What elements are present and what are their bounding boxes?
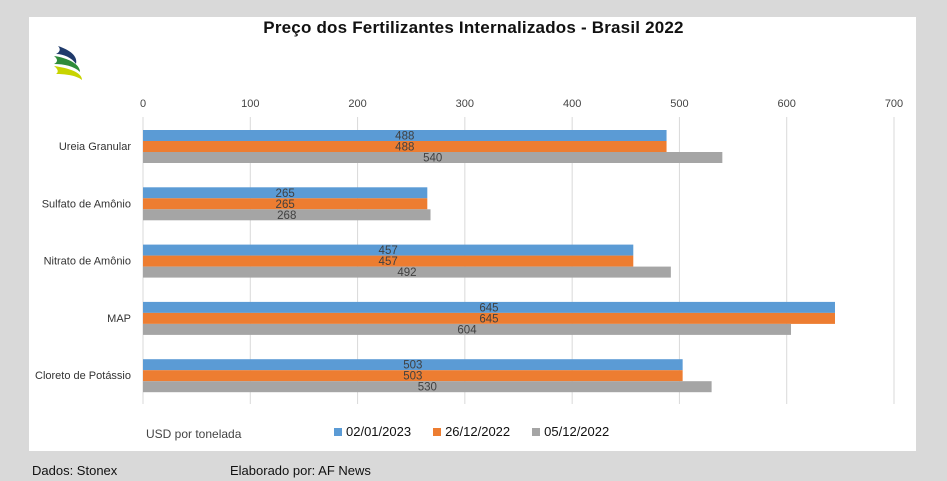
legend-swatch [334,427,342,436]
data-label: 488 [395,131,414,143]
x-tick-label: 0 [140,98,146,110]
legend-item-series-1: 02/01/2023 [334,424,411,439]
data-label: 645 [479,313,498,325]
bar [143,130,667,141]
data-label: 530 [418,382,437,394]
chart-title: Preço dos Fertilizantes Internalizados -… [263,18,684,37]
legend-swatch [532,427,541,436]
x-tick-label: 400 [563,98,581,110]
bar [143,359,683,371]
data-label: 503 [403,371,422,383]
x-tick-label: 500 [670,98,688,110]
bar [143,266,671,278]
legend-label: 26/12/2022 [445,424,511,439]
data-label: 265 [276,199,295,211]
legend-item-series-3: 05/12/2022 [532,424,609,439]
legend-label: 05/12/2022 [544,424,610,439]
bar [143,312,835,324]
bar [143,187,428,199]
x-tick-label: 300 [456,98,474,110]
data-label: 488 [395,142,414,154]
bar [143,141,667,152]
legend: 02/01/2023 26/12/2022 05/12/2022 [334,424,609,439]
x-tick-label: 700 [885,98,903,110]
legend-label: 02/01/2023 [346,424,412,439]
x-tick-label: 100 [241,98,259,110]
data-label: 503 [403,360,422,372]
bar [143,152,723,163]
data-label: 604 [457,324,477,336]
data-label: 645 [479,302,498,314]
data-label: 492 [397,267,416,279]
category-label: Sulfato de Amônio [42,198,131,210]
bar [143,198,428,210]
bar [143,255,634,267]
legend-item-series-2: 26/12/2022 [433,424,510,439]
data-label: 540 [423,153,442,165]
legend-swatch [433,427,442,436]
x-tick-label: 600 [778,98,796,110]
bar [143,244,634,256]
data-label: 457 [379,256,398,268]
author-note: Elaborado por: AF News [230,463,371,478]
category-label: Ureia Granular [59,141,131,153]
leaf-logo-icon [52,44,86,89]
bar [143,381,712,393]
bar [143,370,683,382]
data-source-note: Dados: Stonex [32,463,118,478]
axis-unit-label: USD por tonelada [146,427,242,441]
bar [143,323,792,335]
category-label: Cloreto de Potássio [35,370,131,382]
bar [143,209,431,221]
data-label: 268 [277,210,296,222]
bar [143,301,835,313]
x-tick-label: 200 [348,98,366,110]
category-label: Nitrato de Amônio [44,256,131,268]
category-label: MAP [107,313,131,325]
data-label: 457 [379,245,398,257]
data-label: 265 [276,188,295,200]
